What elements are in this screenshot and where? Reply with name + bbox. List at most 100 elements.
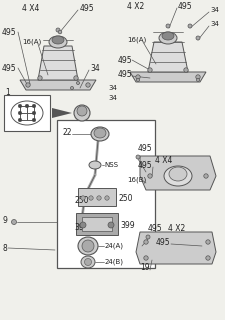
Ellipse shape [26,83,30,87]
Ellipse shape [25,104,29,108]
Text: 4 X4: 4 X4 [155,156,172,164]
Text: 19: 19 [140,263,150,273]
Ellipse shape [144,256,148,260]
Text: 495: 495 [148,223,163,233]
Text: 34: 34 [210,21,219,27]
Ellipse shape [146,235,150,239]
Ellipse shape [58,30,62,34]
Ellipse shape [137,78,140,82]
Ellipse shape [80,222,86,228]
Text: 495: 495 [2,28,17,36]
Ellipse shape [49,36,67,48]
Text: 4 X2: 4 X2 [168,223,185,233]
Polygon shape [38,46,78,80]
Text: NSS: NSS [104,162,118,168]
Ellipse shape [74,76,78,80]
Ellipse shape [136,75,140,79]
Ellipse shape [86,83,90,87]
Polygon shape [130,72,206,82]
Polygon shape [148,42,188,72]
Text: 4 X2: 4 X2 [127,2,144,11]
Ellipse shape [159,32,177,44]
Text: 399: 399 [120,220,135,229]
Text: 495: 495 [138,143,153,153]
Ellipse shape [94,128,106,138]
Text: 24(B): 24(B) [105,259,124,265]
Ellipse shape [108,222,114,228]
Ellipse shape [85,259,92,266]
Ellipse shape [82,240,94,252]
Bar [76,213,118,235]
Text: 250: 250 [118,194,133,203]
Polygon shape [136,232,216,264]
Ellipse shape [91,127,109,141]
Ellipse shape [52,36,64,44]
Ellipse shape [196,78,200,82]
Ellipse shape [81,196,85,200]
Ellipse shape [97,196,101,200]
Ellipse shape [70,86,74,90]
Ellipse shape [196,36,200,40]
Ellipse shape [77,106,87,116]
Ellipse shape [196,75,200,79]
Bar [57,120,155,268]
Ellipse shape [164,166,192,186]
Ellipse shape [18,118,22,122]
Ellipse shape [81,256,95,268]
Polygon shape [20,80,96,90]
Ellipse shape [204,174,208,178]
Ellipse shape [18,104,22,108]
Ellipse shape [11,101,43,125]
Text: 495: 495 [178,2,193,11]
Bar [82,217,112,231]
Ellipse shape [136,155,140,159]
Bar [78,188,116,206]
Text: 34: 34 [108,95,117,101]
Ellipse shape [76,82,79,84]
Ellipse shape [169,167,187,181]
Text: 8: 8 [2,244,7,252]
Ellipse shape [162,32,174,40]
Text: 399: 399 [74,222,89,231]
Ellipse shape [78,237,98,255]
Ellipse shape [206,256,210,260]
Ellipse shape [56,28,60,32]
Text: 34: 34 [90,63,100,73]
Ellipse shape [105,196,109,200]
Text: 1: 1 [5,87,10,97]
Text: 16(A): 16(A) [22,39,41,45]
Text: 495: 495 [2,63,17,73]
Text: 495: 495 [138,161,153,170]
Ellipse shape [11,220,16,225]
Text: 495: 495 [80,4,95,12]
Ellipse shape [18,111,22,115]
Ellipse shape [32,104,36,108]
Ellipse shape [188,24,192,28]
Text: 22: 22 [62,127,72,137]
Text: 16(B): 16(B) [127,177,146,183]
Ellipse shape [32,111,36,115]
Ellipse shape [38,76,42,80]
Polygon shape [140,156,216,190]
Ellipse shape [32,118,36,122]
Ellipse shape [74,105,90,121]
Ellipse shape [89,196,93,200]
Ellipse shape [184,68,188,72]
Text: 495: 495 [156,237,171,246]
Text: 34: 34 [210,7,219,13]
Text: 16(A): 16(A) [127,37,146,43]
Text: 495: 495 [118,69,133,78]
Ellipse shape [89,161,101,169]
Ellipse shape [206,240,210,244]
Ellipse shape [144,240,148,244]
Text: 4 X4: 4 X4 [22,4,39,12]
Ellipse shape [166,24,170,28]
Text: 250: 250 [74,196,88,204]
Text: 495: 495 [118,55,133,65]
Ellipse shape [148,174,152,178]
Text: 34: 34 [108,85,117,91]
Text: 9: 9 [2,215,7,225]
Ellipse shape [148,68,152,72]
Polygon shape [52,108,72,118]
Text: 24(A): 24(A) [105,243,124,249]
